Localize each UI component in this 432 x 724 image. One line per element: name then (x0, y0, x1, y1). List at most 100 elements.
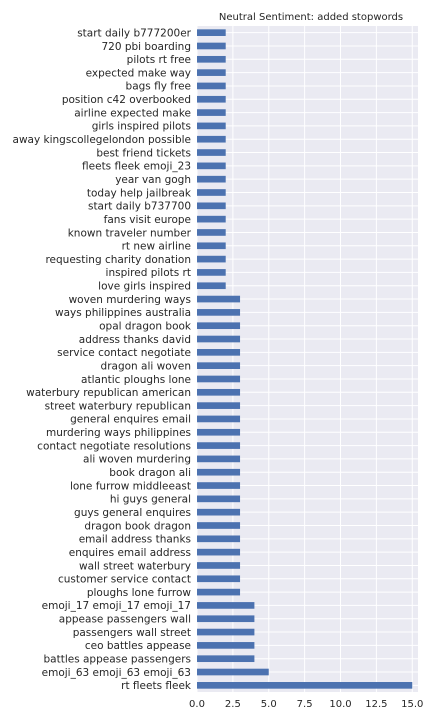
y-tick-label: rt new airline (122, 241, 191, 253)
y-tick-label: ali woven murdering (83, 454, 191, 466)
y-tick-label: year van gogh (115, 174, 191, 186)
y-tick-label: best friend tickets (96, 147, 191, 159)
bar (197, 95, 226, 103)
bar (197, 309, 241, 316)
y-tick-label: woven murdering ways (69, 294, 191, 306)
y-tick-label: waterbury republican american (26, 387, 191, 399)
bar (197, 322, 241, 330)
y-tick-label: start daily b777200er (77, 27, 191, 39)
y-tick-label: ploughs lone furrow (87, 587, 192, 599)
y-tick-label: requesting charity donation (45, 254, 191, 266)
y-tick-label: customer service contact (58, 574, 191, 586)
bar (197, 562, 241, 569)
bar (197, 482, 241, 489)
y-tick-label: guys general enquires (74, 507, 191, 519)
bar (197, 109, 226, 116)
bar (197, 242, 226, 250)
bar (197, 122, 226, 130)
x-tick-label: 0.0 (189, 699, 205, 710)
bar (197, 349, 241, 356)
bar (197, 189, 226, 196)
y-tick-label: wall street waterbury (79, 560, 191, 572)
bar (197, 335, 241, 343)
y-tick-label: atlantic ploughs lone (81, 374, 191, 386)
bar (197, 202, 226, 210)
bar (197, 508, 241, 516)
y-tick-label: dragon ali woven (101, 360, 191, 372)
y-tick-label: start daily b737700 (88, 201, 191, 213)
bar (197, 402, 241, 409)
bar (197, 682, 413, 689)
bar (197, 82, 226, 90)
bar (197, 162, 226, 170)
y-tick-label: ways philippines australia (55, 307, 191, 319)
bar (197, 668, 269, 676)
bar (197, 255, 226, 263)
bar (197, 548, 241, 556)
y-tick-label: appease passengers wall (59, 614, 191, 626)
y-tick-label: inspired pilots rt (106, 267, 191, 279)
y-tick-label: ceo battles appease (85, 640, 191, 652)
y-tick-label: bags fly free (126, 81, 191, 93)
y-tick-label: hi guys general (110, 494, 191, 506)
y-tick-label: love girls inspired (98, 281, 191, 293)
y-tick-label: address thanks david (79, 334, 191, 346)
bar (197, 149, 226, 156)
y-tick-label: general enquires email (70, 414, 191, 426)
chart-title: Neutral Sentiment: added stopwords (219, 12, 403, 23)
bar (197, 602, 255, 609)
y-tick-label: girls inspired pilots (92, 121, 191, 133)
bar (197, 615, 255, 623)
y-tick-label: away kingscollegelondon possible (13, 134, 191, 146)
y-tick-label: expected make way (86, 67, 191, 79)
y-tick-label: contact negotiate resolutions (37, 440, 191, 452)
y-tick-label: lone furrow middleeast (70, 480, 191, 492)
bar (197, 455, 241, 463)
bar (197, 575, 241, 583)
x-tick-label: 7.5 (297, 699, 313, 710)
bar (197, 655, 255, 663)
bar (197, 642, 255, 649)
y-tick-label: position c42 overbooked (62, 94, 191, 106)
y-tick-label: fleets fleek emoji_23 (82, 161, 191, 173)
y-tick-label: today help jailbreak (87, 187, 192, 199)
x-tick-label: 2.5 (225, 699, 241, 710)
bar (197, 415, 241, 423)
bar (197, 42, 226, 50)
bar (197, 362, 241, 369)
bar (197, 215, 226, 223)
y-tick-label: known traveler number (68, 227, 192, 239)
y-tick-label: fans visit europe (104, 214, 191, 226)
bar (197, 522, 241, 529)
y-tick-label: rt fleets fleek (121, 680, 192, 692)
x-tick-label: 12.5 (365, 699, 387, 710)
x-tick-label: 5.0 (261, 699, 277, 710)
bar (197, 135, 226, 143)
y-tick-label: email address thanks (79, 534, 191, 546)
bar (197, 295, 241, 303)
bar (197, 269, 226, 276)
bar (197, 29, 226, 36)
bar (197, 375, 241, 383)
bar (197, 468, 241, 476)
y-tick-label: pilots rt free (127, 54, 191, 66)
x-tick-label: 15.0 (401, 699, 423, 710)
y-tick-label: 720 pbi boarding (101, 41, 191, 53)
y-tick-label: emoji_17 emoji_17 emoji_17 (42, 600, 191, 612)
y-tick-label: enquires email address (69, 547, 191, 559)
bar (197, 442, 241, 449)
y-tick-label: opal dragon book (99, 321, 192, 333)
bar (197, 55, 226, 63)
bar (197, 495, 241, 503)
y-tick-label: battles appease passengers (43, 654, 191, 666)
bar (197, 69, 226, 76)
bar (197, 282, 226, 290)
y-tick-label: airline expected make (74, 107, 191, 119)
y-tick-label: service contact negotiate (57, 347, 191, 359)
bar (197, 628, 255, 636)
bar (197, 229, 226, 236)
x-tick-label: 10.0 (329, 699, 351, 710)
y-tick-label: street waterbury republican (45, 400, 191, 412)
bar (197, 588, 241, 596)
